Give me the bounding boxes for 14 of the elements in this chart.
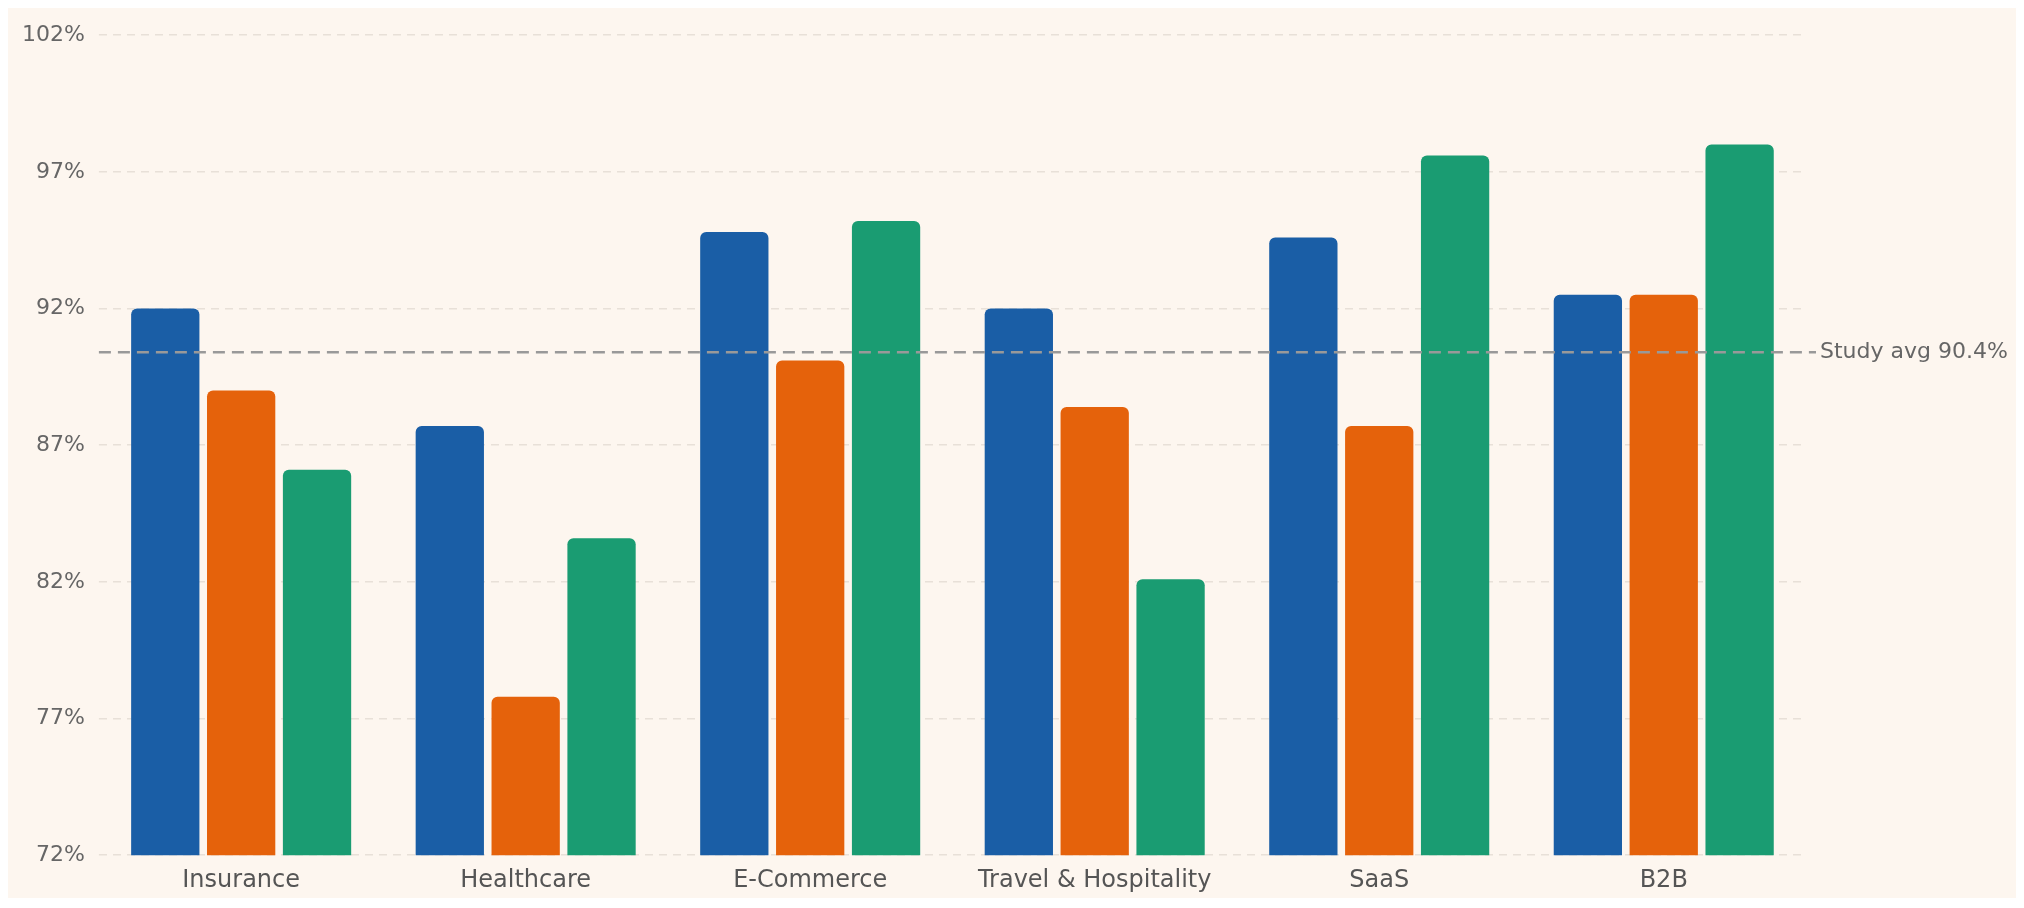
y-tick-label: 102% <box>21 20 85 46</box>
x-tick-label: B2B <box>1639 864 1688 893</box>
y-tick-label: 87% <box>35 430 85 456</box>
y-tick-label: 97% <box>35 157 85 183</box>
y-tick-label: 82% <box>35 567 85 593</box>
x-tick-label: Healthcare <box>460 864 592 893</box>
x-tick-label: Travel & Hospitality <box>976 864 1212 893</box>
y-tick-label: 72% <box>35 840 85 866</box>
y-tick-label: 92% <box>35 294 85 320</box>
y-tick-label: 77% <box>35 704 85 730</box>
x-tick-label: E-Commerce <box>733 864 888 893</box>
x-tick-label: SaaS <box>1349 864 1410 893</box>
ref-line-label: Study avg 90.4% <box>1820 337 2008 363</box>
x-tick-label: Insurance <box>182 864 301 893</box>
